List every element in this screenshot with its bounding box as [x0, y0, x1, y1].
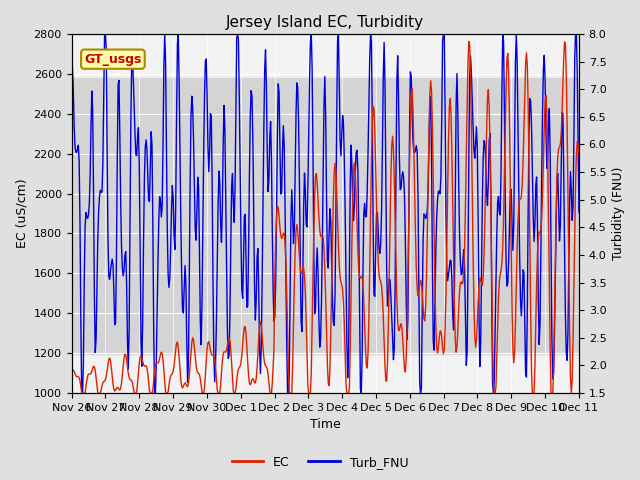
- Bar: [72, 78, 579, 354]
- X-axis label: Time: Time: [310, 419, 340, 432]
- Y-axis label: EC (uS/cm): EC (uS/cm): [15, 179, 28, 248]
- Title: Jersey Island EC, Turbidity: Jersey Island EC, Turbidity: [226, 15, 424, 30]
- Y-axis label: Turbidity (FNU): Turbidity (FNU): [612, 167, 625, 260]
- Text: GT_usgs: GT_usgs: [84, 53, 141, 66]
- Legend: EC, Turb_FNU: EC, Turb_FNU: [227, 451, 413, 474]
